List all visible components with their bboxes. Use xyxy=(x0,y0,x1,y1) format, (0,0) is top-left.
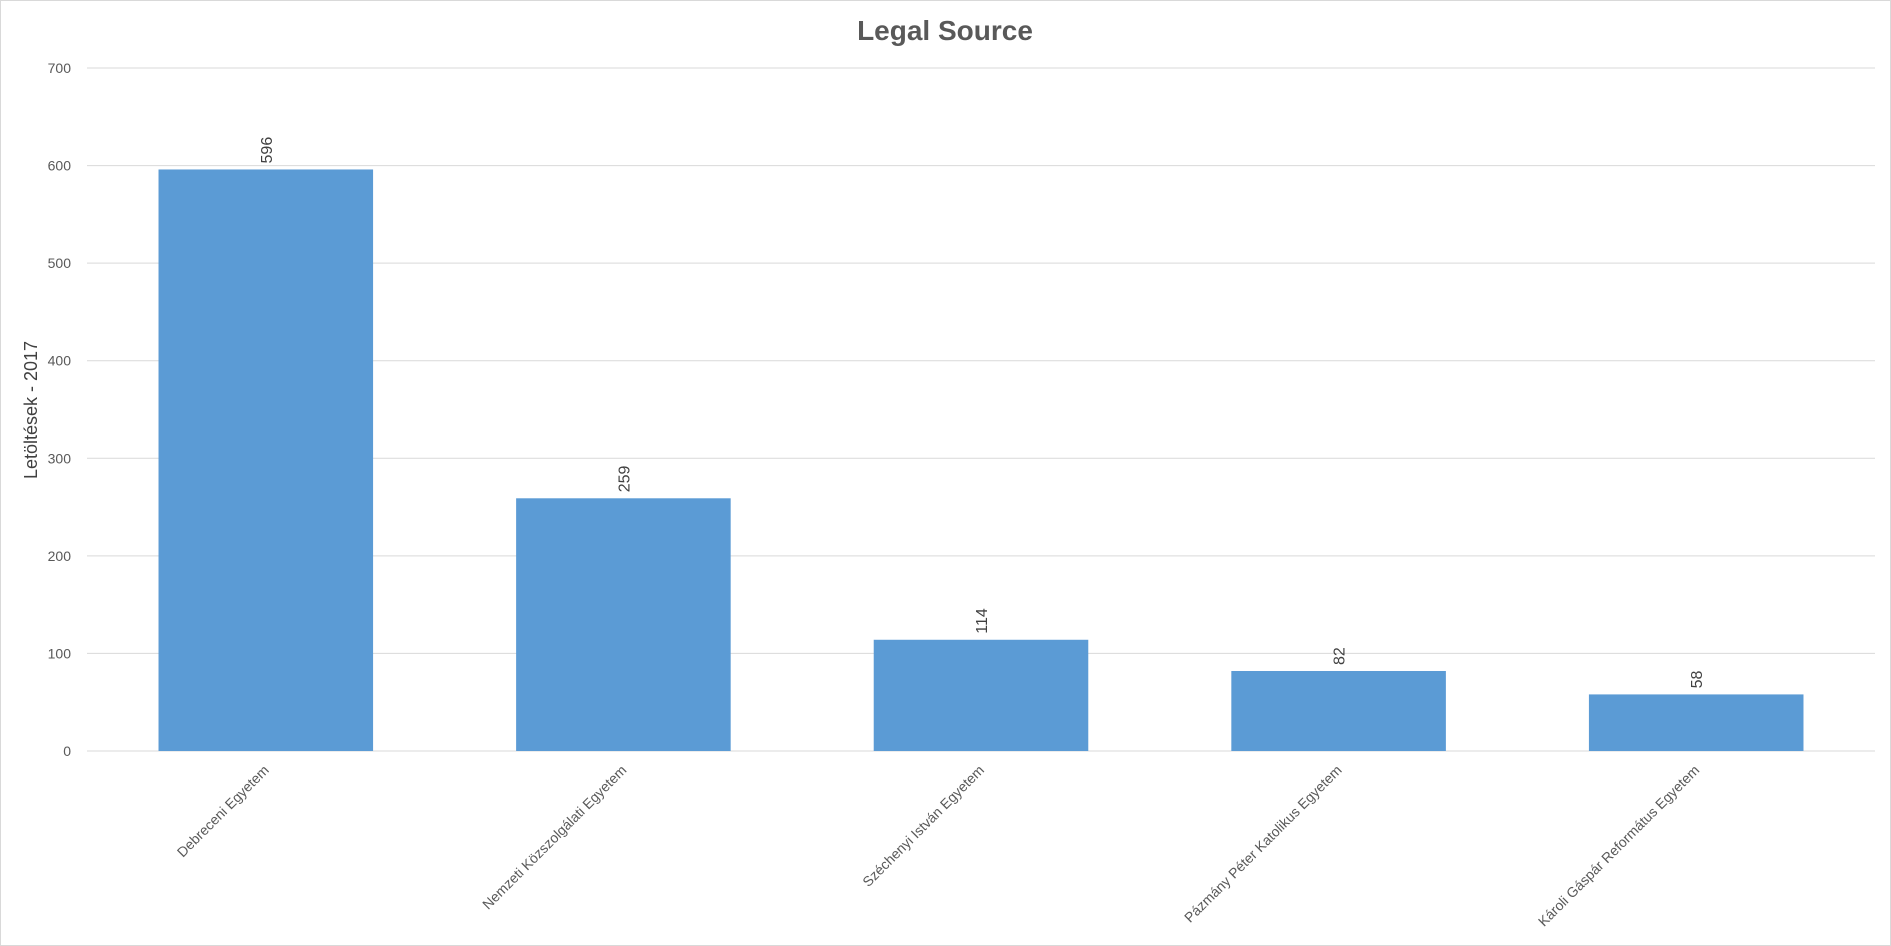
x-tick-label: Nemzeti Közszolgálati Egyetem xyxy=(479,762,630,913)
x-tick-label: Debreceni Egyetem xyxy=(174,762,272,860)
data-label: 58 xyxy=(1689,671,1706,689)
y-tick-label: 0 xyxy=(63,743,71,759)
data-label: 82 xyxy=(1332,647,1349,665)
y-tick-label: 500 xyxy=(48,255,72,271)
y-tick-label: 300 xyxy=(48,450,72,466)
data-labels: 596 259 114 82 58 xyxy=(259,137,1706,689)
x-tick-label: Károli Gáspár Református Egyetem xyxy=(1535,762,1703,930)
bar xyxy=(516,498,731,751)
y-tick-label: 600 xyxy=(48,158,72,174)
data-label: 114 xyxy=(974,608,991,634)
bar xyxy=(1588,694,1804,751)
y-tick-label: 400 xyxy=(48,353,72,369)
x-tick-label: Széchenyi István Egyetem xyxy=(859,762,987,890)
x-tick-label: Pázmány Péter Katolikus Egyetem xyxy=(1181,762,1345,926)
bar xyxy=(1231,670,1446,751)
data-label: 259 xyxy=(616,465,633,492)
x-axis-ticks: Debreceni Egyetem Nemzeti Közszolgálati E… xyxy=(174,762,1703,930)
bars xyxy=(158,169,1804,751)
chart-title: Legal Source xyxy=(857,15,1033,46)
data-label: 596 xyxy=(259,137,276,164)
gridlines xyxy=(87,67,1875,752)
y-tick-label: 200 xyxy=(48,548,72,564)
y-tick-label: 100 xyxy=(48,645,72,661)
y-axis-ticks: 0 100 200 300 400 500 600 700 xyxy=(48,60,72,759)
y-axis-label: Letöltések - 2017 xyxy=(21,341,41,479)
y-tick-label: 700 xyxy=(48,60,72,76)
bar xyxy=(158,169,374,751)
bar xyxy=(873,639,1089,751)
